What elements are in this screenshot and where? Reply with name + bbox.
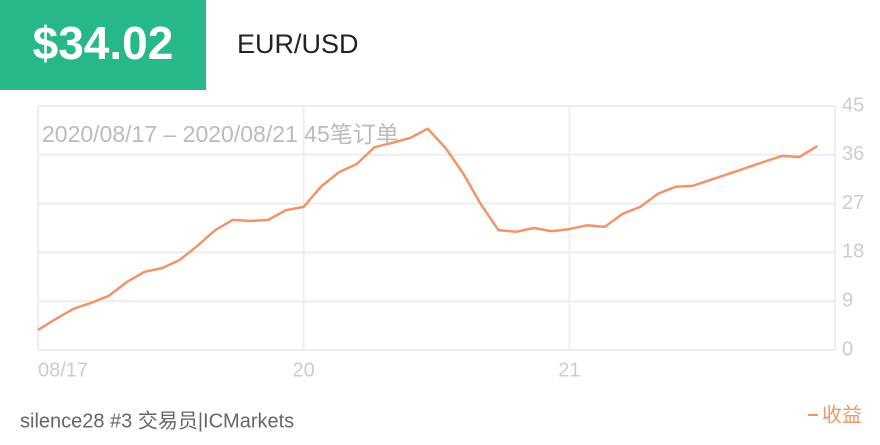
y-tick-label: 9 [842, 289, 853, 311]
price-badge [0, 0, 206, 90]
pair: EUR/USD [237, 29, 359, 59]
x-tick-label: 21 [558, 359, 580, 381]
y-tick-label: 18 [842, 241, 864, 263]
y-tick-label: 27 [842, 192, 864, 214]
chart-subtitle: 2020/08/17 – 2020/08/21 45笔订单 [42, 121, 399, 147]
y-tick-label: 36 [842, 143, 864, 165]
price: $34.02 [33, 17, 174, 69]
line [37, 127, 818, 332]
plot: 0 9 18 27 36 45 08/17 20 21 [37, 94, 864, 381]
y-tick-label: 45 [842, 94, 864, 116]
x-tick-label: 20 [293, 359, 315, 381]
footer: silence28 #3 交易员|ICMarkets [20, 409, 294, 432]
y-tick-label: 0 [842, 338, 853, 360]
legend-label: 收益 [822, 403, 862, 426]
x-tick-label: 08/17 [38, 359, 88, 381]
